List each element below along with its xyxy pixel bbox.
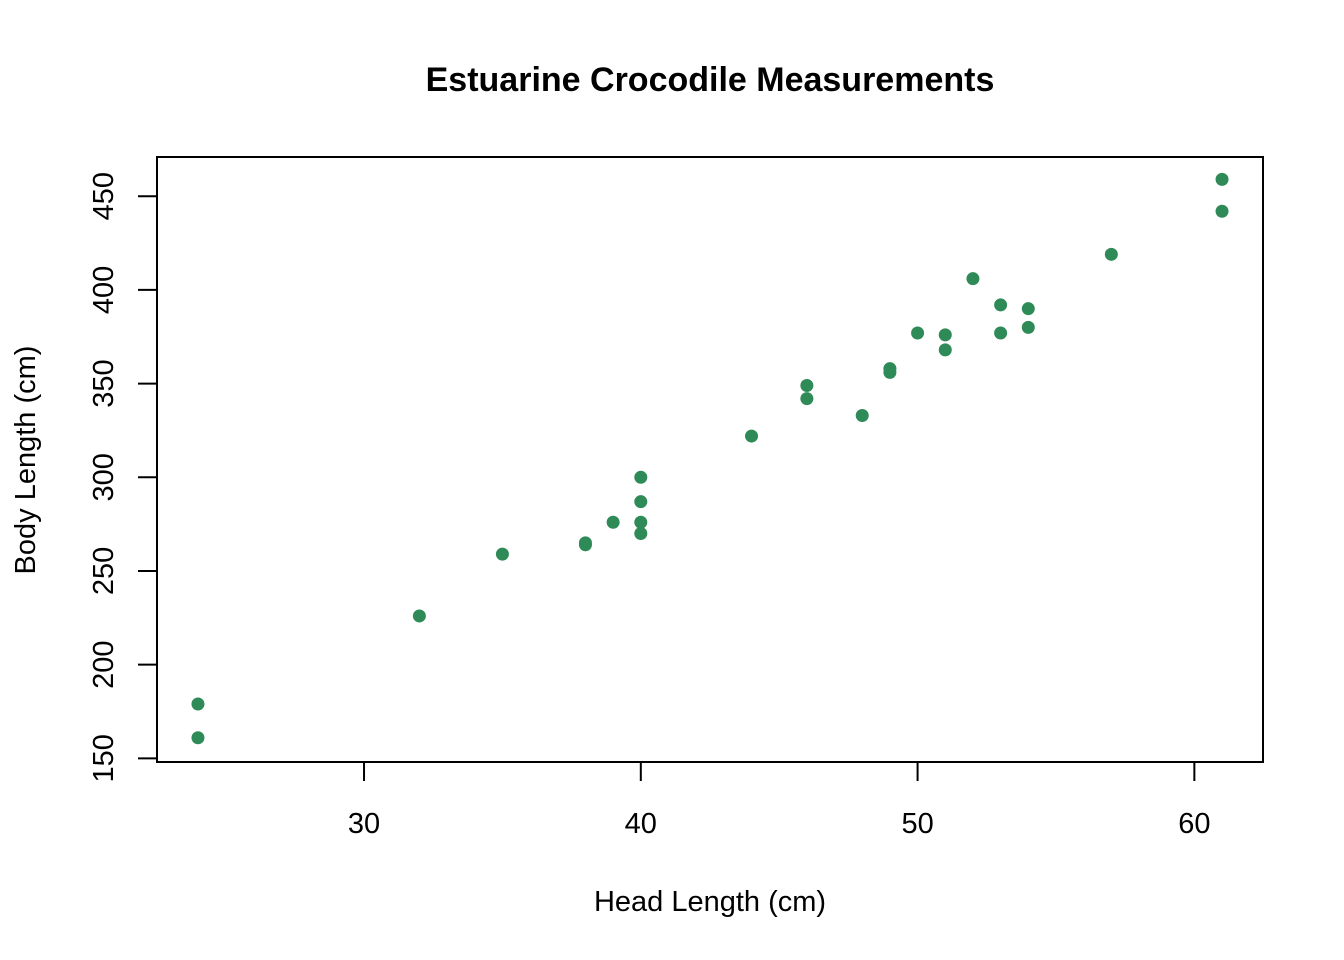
y-tick-label: 150 [88, 734, 120, 782]
data-point [634, 470, 648, 484]
y-tick-label: 250 [88, 547, 120, 595]
x-axis-label: Head Length (cm) [594, 886, 826, 918]
data-point [191, 731, 205, 745]
data-point [966, 272, 980, 286]
data-point [855, 408, 869, 422]
x-tick-label: 30 [348, 808, 380, 840]
data-point [800, 378, 814, 392]
data-point [883, 362, 897, 376]
data-point [1215, 172, 1229, 186]
data-point [994, 298, 1008, 312]
data-point [800, 392, 814, 406]
data-point [634, 495, 648, 509]
data-point [634, 515, 648, 529]
x-axis: 30 40 50 60 [348, 761, 1210, 840]
data-point [911, 326, 925, 340]
data-point [938, 328, 952, 342]
data-points [191, 172, 1229, 745]
y-tick-label: 300 [88, 453, 120, 501]
data-point [1104, 247, 1118, 261]
y-axis-label: Body Length (cm) [10, 346, 42, 575]
data-point [1021, 302, 1035, 316]
data-point [745, 429, 759, 443]
y-tick-label: 400 [88, 266, 120, 314]
x-tick-label: 50 [901, 808, 933, 840]
data-point [1021, 320, 1035, 334]
data-point [606, 515, 620, 529]
data-point [938, 343, 952, 357]
x-tick-label: 40 [625, 808, 657, 840]
chart-title: Estuarine Crocodile Measurements [426, 61, 995, 99]
data-point [495, 547, 509, 561]
y-tick-label: 450 [88, 172, 120, 220]
x-tick-label: 60 [1178, 808, 1210, 840]
data-point [412, 609, 426, 623]
y-axis: 150 200 250 300 350 400 450 [88, 172, 158, 783]
data-point [191, 697, 205, 711]
y-tick-label: 200 [88, 640, 120, 688]
plot-frame [156, 156, 1264, 763]
y-tick-label: 350 [88, 359, 120, 407]
data-point [1215, 204, 1229, 218]
data-point [994, 326, 1008, 340]
data-point [634, 527, 648, 541]
data-point [578, 536, 592, 550]
